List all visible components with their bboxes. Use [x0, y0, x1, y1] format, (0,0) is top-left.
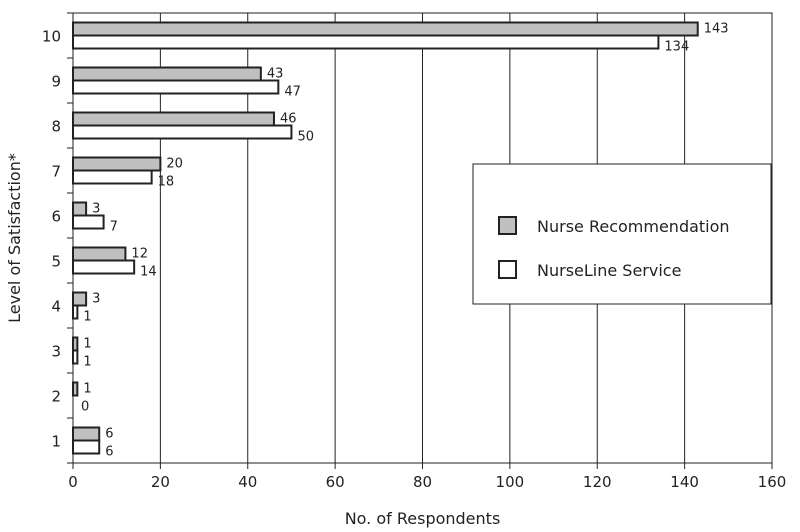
legend: Nurse Recommendation NurseLine Service [472, 163, 772, 305]
y-tick-label-9: 9 [51, 73, 61, 91]
data-label-series1-level-6: 3 [92, 202, 100, 217]
plot-frame [72, 12, 773, 464]
x-axis-title: No. of Respondents [345, 509, 501, 528]
legend-box [472, 163, 772, 305]
y-axis-ticks: 1 2 3 4 5 6 7 8 9 10 [42, 12, 73, 464]
y-tick-label-1: 1 [51, 433, 61, 451]
x-tick-label-60: 60 [326, 473, 345, 491]
bar-series1-level-9 [72, 66, 262, 82]
y-tick-label-5: 5 [51, 253, 61, 271]
data-label-series2-level-5: 14 [140, 265, 157, 280]
data-label-series2-level-10: 134 [664, 40, 689, 55]
bars [72, 21, 699, 455]
bar-series2-level-8 [72, 124, 293, 140]
x-tick-label-20: 20 [151, 473, 170, 491]
y-tick-label-7: 7 [51, 163, 61, 181]
legend-label-series1: Nurse Recommendation [537, 217, 730, 236]
bar-series2-level-5 [72, 259, 136, 275]
legend-swatch-series1 [498, 216, 517, 235]
data-label-series1-level-4: 3 [92, 292, 100, 307]
bar-series2-level-4 [72, 304, 79, 320]
x-tick-label-40: 40 [238, 473, 257, 491]
data-label-series2-level-9: 47 [284, 85, 301, 100]
legend-label-series2: NurseLine Service [537, 261, 681, 280]
bar-series2-level-3 [72, 349, 79, 365]
bar-series2-level-7 [72, 169, 153, 185]
bar-series1-level-6 [72, 201, 88, 217]
data-label-series1-level-7: 20 [166, 157, 183, 172]
data-label-series1-level-3: 1 [83, 337, 91, 352]
legend-swatch-series2 [498, 260, 517, 279]
data-label-series1-level-5: 12 [131, 247, 148, 262]
x-tick-label-80: 80 [413, 473, 432, 491]
data-label-series1-level-10: 143 [704, 22, 729, 37]
x-tick-label-140: 140 [670, 473, 699, 491]
bar-series1-level-4 [72, 291, 88, 307]
y-tick-label-10: 10 [42, 28, 61, 46]
x-tick-label-160: 160 [758, 473, 787, 491]
data-label-series1-level-9: 43 [267, 67, 284, 82]
x-tick-label-0: 0 [68, 473, 78, 491]
bar-series1-level-10 [72, 21, 699, 37]
bar-series2-level-10 [72, 34, 660, 50]
bar-series1-level-8 [72, 111, 275, 127]
data-label-series1-level-2: 1 [83, 382, 91, 397]
data-label-series2-level-2: 0 [81, 400, 89, 415]
x-tick-label-120: 120 [583, 473, 612, 491]
bar-series2-level-1 [72, 439, 101, 455]
data-label-series2-level-3: 1 [83, 355, 91, 370]
y-axis-title: Level of Satisfaction* [5, 153, 24, 323]
y-tick-label-4: 4 [51, 298, 61, 316]
data-label-series1-level-8: 46 [280, 112, 297, 127]
bar-series1-level-2 [72, 381, 79, 397]
bar-series1-level-1 [72, 426, 101, 442]
bar-series1-level-5 [72, 246, 127, 262]
y-tick-label-8: 8 [51, 118, 61, 136]
data-label-series1-level-1: 6 [105, 427, 113, 442]
bar-series1-level-3 [72, 336, 79, 352]
y-tick-label-2: 2 [51, 388, 61, 406]
data-label-series2-level-1: 6 [105, 445, 113, 460]
data-label-series2-level-7: 18 [158, 175, 175, 190]
y-tick-label-6: 6 [51, 208, 61, 226]
bar-series2-level-6 [72, 214, 105, 230]
data-label-series2-level-4: 1 [83, 310, 91, 325]
bar-series2-level-9 [72, 79, 280, 95]
data-label-series2-level-6: 7 [110, 220, 118, 235]
x-axis-ticks: 0 20 40 60 80 100 120 140 160 [68, 463, 786, 491]
data-label-series2-level-8: 50 [297, 130, 314, 145]
x-tick-label-100: 100 [496, 473, 525, 491]
bar-series1-level-7 [72, 156, 162, 172]
y-tick-label-3: 3 [51, 343, 61, 361]
